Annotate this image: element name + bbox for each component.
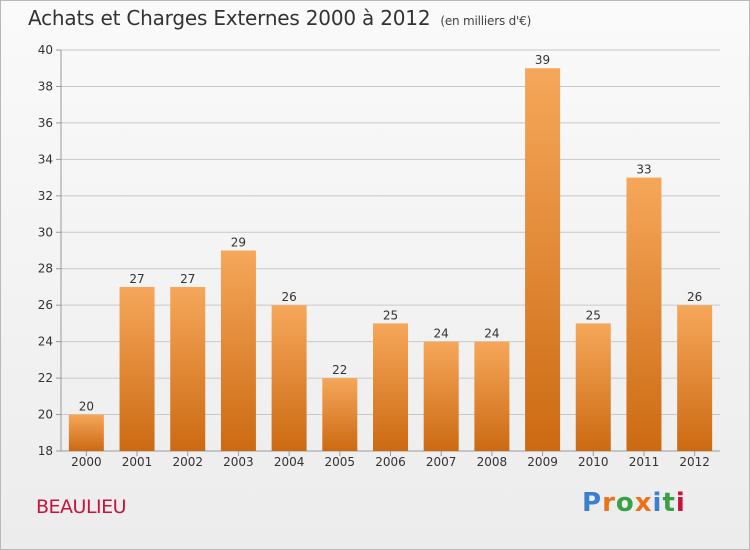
y-tick-label: 24: [38, 335, 53, 349]
y-tick-label: 26: [38, 298, 53, 312]
label-layer: 20 2000 27 2001 27 2002 29 2003 26 2004 22 2005 25 20…: [71, 53, 710, 469]
logo-letter: P: [582, 488, 603, 518]
x-tick-label-2000: 2000: [71, 455, 102, 469]
y-tick-label: 28: [38, 262, 53, 276]
chart-title-text: Achats et Charges Externes 2000 à 2012: [28, 6, 431, 30]
bar-2008: [474, 341, 510, 451]
logo-letter: r: [602, 488, 616, 518]
x-tick-label-2010: 2010: [578, 455, 609, 469]
x-tick-label-2005: 2005: [325, 455, 356, 469]
data-label-2012: 26: [687, 290, 702, 304]
logo-letter: o: [615, 488, 635, 518]
axis-layer: 18 20 22 24 26 28 30 32 34 36 38 40: [38, 43, 720, 458]
chart-subtitle: (en milliers d'€): [440, 14, 532, 28]
bar-2001: [119, 286, 155, 451]
x-tick-label-2008: 2008: [477, 455, 508, 469]
x-tick-label-2002: 2002: [172, 455, 203, 469]
y-tick-label: 22: [38, 371, 53, 385]
data-label-2011: 33: [636, 163, 651, 177]
bar-2010: [575, 323, 611, 451]
bar-2004: [271, 305, 307, 451]
logo-letter: x: [634, 488, 653, 518]
data-label-2000: 20: [79, 400, 94, 414]
x-tick-label-2001: 2001: [122, 455, 153, 469]
chart-title: Achats et Charges Externes 2000 à 2012 (e…: [28, 6, 531, 30]
y-tick-label: 30: [38, 225, 53, 239]
data-label-2010: 25: [586, 308, 601, 322]
bar-2006: [373, 323, 408, 451]
bar-2009: [525, 68, 561, 452]
data-label-2005: 22: [332, 363, 347, 377]
data-label-2007: 24: [434, 327, 449, 341]
data-label-2002: 27: [180, 272, 195, 286]
y-tick-label: 32: [38, 189, 53, 203]
logo-letter: t: [662, 488, 676, 518]
bar-2002: [170, 286, 206, 451]
x-tick-label-2012: 2012: [679, 455, 710, 469]
bar-2012: [677, 305, 713, 451]
y-tick-label: 38: [38, 79, 53, 93]
logo-letter: i: [652, 488, 663, 518]
bar-2005: [322, 378, 358, 451]
x-tick-label-2007: 2007: [426, 455, 457, 469]
x-tick-label-2011: 2011: [629, 455, 660, 469]
x-tick-label-2009: 2009: [527, 455, 558, 469]
commune-name: BEAULIEU: [36, 496, 127, 518]
bar-2003: [220, 250, 256, 451]
data-label-2001: 27: [129, 272, 144, 286]
y-tick-label: 20: [38, 408, 53, 422]
y-tick-label: 40: [38, 43, 53, 57]
bar-2007: [423, 341, 459, 451]
x-tick-label-2006: 2006: [375, 455, 406, 469]
data-label-2009: 39: [535, 53, 550, 67]
y-tick-label: 34: [38, 152, 53, 166]
data-label-2003: 29: [231, 236, 246, 250]
bar-2011: [626, 177, 662, 451]
logo-letter: i: [675, 488, 686, 518]
data-label-2004: 26: [281, 290, 296, 304]
x-tick-label-2004: 2004: [274, 455, 305, 469]
proxiti-logo[interactable]: Proxiti: [582, 488, 686, 518]
data-label-2008: 24: [484, 327, 499, 341]
bar-layer: [68, 68, 713, 452]
data-label-2006: 25: [383, 308, 398, 322]
x-tick-label-2003: 2003: [223, 455, 254, 469]
y-tick-label: 18: [38, 444, 53, 458]
bar-2000: [68, 414, 104, 451]
y-tick-label: 36: [38, 116, 53, 130]
